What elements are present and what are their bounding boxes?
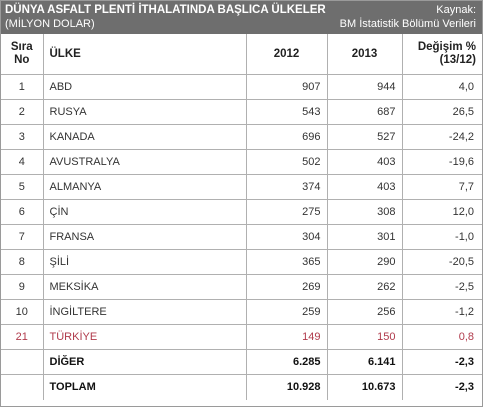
change-cell: -19,6	[401, 148, 482, 175]
country-cell: TÜRKİYE	[42, 323, 247, 350]
value-2012-cell: 304	[245, 223, 328, 250]
table-row: 1 ABD 907 944 4,0	[1, 74, 482, 100]
value-2013-cell: 403	[326, 173, 403, 200]
table-row: 3 KANADA 696 527 -24,2	[1, 123, 482, 150]
rank-header-line2: No	[14, 53, 30, 66]
change-cell: 0,8	[401, 323, 482, 350]
total-label: TOPLAM	[42, 373, 247, 400]
table-row-total: TOPLAM 10.928 10.673 -2,3	[1, 373, 482, 400]
value-2012-cell: 149	[245, 323, 328, 350]
column-header-2012: 2012	[245, 34, 328, 75]
table-row: 9 MEKSİKA 269 262 -2,5	[1, 273, 482, 300]
value-2013-cell: 150	[326, 323, 403, 350]
table-row: 6 ÇİN 275 308 12,0	[1, 198, 482, 225]
rank-cell: 1	[1, 74, 44, 100]
rank-cell: 8	[1, 248, 44, 275]
table-row-other: DİĞER 6.285 6.141 -2,3	[1, 348, 482, 375]
column-header-country: ÜLKE	[42, 34, 247, 75]
table-row: 8 ŞİLİ 365 290 -20,5	[1, 248, 482, 275]
total-2013: 10.673	[326, 373, 403, 400]
column-header-change: Değişim % (13/12)	[401, 34, 482, 75]
change-cell: -1,0	[401, 223, 482, 250]
rank-cell: 4	[1, 148, 44, 175]
value-2013-cell: 290	[326, 248, 403, 275]
rank-cell-empty	[1, 373, 44, 400]
country-cell: ÇİN	[42, 198, 247, 225]
table-row-turkey: 21 TÜRKİYE 149 150 0,8	[1, 323, 482, 350]
other-2012: 6.285	[245, 348, 328, 375]
table-header-bar: DÜNYA ASFALT PLENTİ İTHALATINDA BAŞLICA …	[1, 1, 482, 34]
value-2013-cell: 262	[326, 273, 403, 300]
value-2013-cell: 403	[326, 148, 403, 175]
change-cell: -20,5	[401, 248, 482, 275]
value-2013-cell: 308	[326, 198, 403, 225]
value-2013-cell: 687	[326, 98, 403, 125]
value-2012-cell: 374	[245, 173, 328, 200]
change-cell: -24,2	[401, 123, 482, 150]
table-row: 4 AVUSTRALYA 502 403 -19,6	[1, 148, 482, 175]
rank-cell: 5	[1, 173, 44, 200]
change-cell: 12,0	[401, 198, 482, 225]
country-cell: RUSYA	[42, 98, 247, 125]
value-2012-cell: 269	[245, 273, 328, 300]
rank-cell: 6	[1, 198, 44, 225]
country-cell: İNGİLTERE	[42, 298, 247, 325]
table-row: 2 RUSYA 543 687 26,5	[1, 98, 482, 125]
import-table: Sıra No ÜLKE 2012 2013 Değişim % (13/12)…	[1, 34, 482, 400]
change-header-line1: Değişim %	[417, 40, 476, 53]
value-2013-cell: 301	[326, 223, 403, 250]
value-2012-cell: 275	[245, 198, 328, 225]
rank-cell: 3	[1, 123, 44, 150]
value-2013-cell: 256	[326, 298, 403, 325]
other-change: -2,3	[401, 348, 482, 375]
rank-cell: 2	[1, 98, 44, 125]
other-2013: 6.141	[326, 348, 403, 375]
value-2012-cell: 365	[245, 248, 328, 275]
column-header-2013: 2013	[326, 34, 403, 75]
rank-cell: 21	[1, 323, 44, 350]
country-cell: MEKSİKA	[42, 273, 247, 300]
table-title: DÜNYA ASFALT PLENTİ İTHALATINDA BAŞLICA …	[5, 4, 326, 16]
country-cell: FRANSA	[42, 223, 247, 250]
change-cell: 7,7	[401, 173, 482, 200]
other-label: DİĞER	[42, 348, 247, 375]
rank-cell: 7	[1, 223, 44, 250]
table-row: 5 ALMANYA 374 403 7,7	[1, 173, 482, 200]
value-2012-cell: 696	[245, 123, 328, 150]
change-cell: -1,2	[401, 298, 482, 325]
total-change: -2,3	[401, 373, 482, 400]
value-2012-cell: 543	[245, 98, 328, 125]
rank-header-line1: Sıra	[10, 40, 33, 53]
country-cell: ŞİLİ	[42, 248, 247, 275]
column-header-row: Sıra No ÜLKE 2012 2013 Değişim % (13/12)	[1, 34, 482, 75]
rank-cell: 10	[1, 298, 44, 325]
value-2012-cell: 259	[245, 298, 328, 325]
country-cell: AVUSTRALYA	[42, 148, 247, 175]
value-2013-cell: 527	[326, 123, 403, 150]
table-row: 7 FRANSA 304 301 -1,0	[1, 223, 482, 250]
change-cell: -2,5	[401, 273, 482, 300]
table-row: 10 İNGİLTERE 259 256 -1,2	[1, 298, 482, 325]
country-cell: KANADA	[42, 123, 247, 150]
column-header-rank: Sıra No	[1, 34, 44, 75]
total-2012: 10.928	[245, 373, 328, 400]
value-2012-cell: 502	[245, 148, 328, 175]
change-cell: 26,5	[401, 98, 482, 125]
country-cell: ALMANYA	[42, 173, 247, 200]
source-label: Kaynak:	[436, 4, 476, 16]
rank-cell-empty	[1, 348, 44, 375]
change-cell: 4,0	[401, 74, 482, 100]
value-2013-cell: 944	[326, 74, 403, 100]
value-2012-cell: 907	[245, 74, 328, 100]
rank-cell: 9	[1, 273, 44, 300]
source-value: BM İstatistik Bölümü Verileri	[339, 18, 476, 30]
country-cell: ABD	[42, 74, 247, 100]
table-subtitle: (MİLYON DOLAR)	[5, 18, 95, 30]
change-header-line2: (13/12)	[439, 53, 476, 66]
